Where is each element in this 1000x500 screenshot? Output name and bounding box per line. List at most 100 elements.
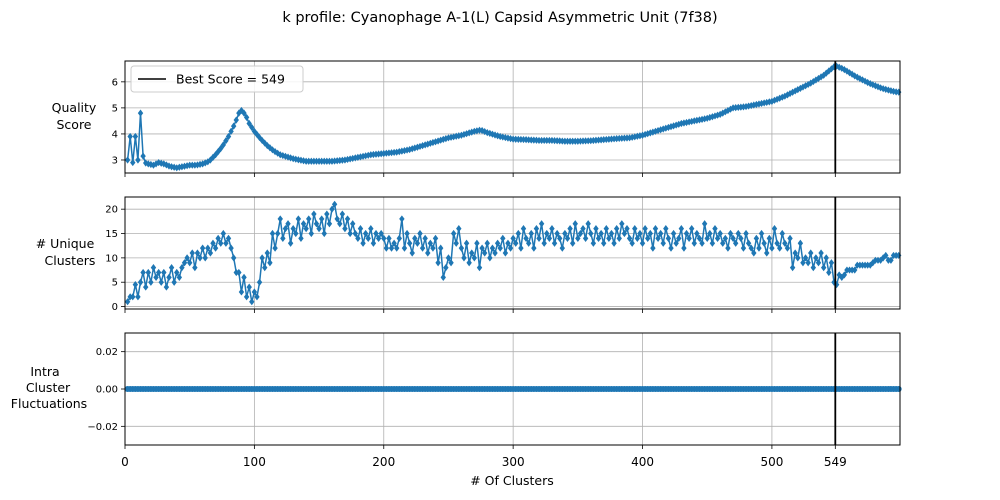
data-point (546, 234, 553, 242)
data-point (766, 98, 773, 106)
fluct-ylabel-line-3: Fluctuations (11, 396, 87, 411)
data-point (383, 244, 390, 252)
data-point (435, 259, 441, 267)
data-point (652, 127, 659, 135)
data-point (598, 136, 604, 144)
data-point (795, 254, 801, 262)
data-point (559, 244, 566, 252)
data-point (544, 229, 550, 238)
data-point (707, 229, 713, 238)
data-point (476, 264, 483, 272)
data-point (613, 135, 620, 143)
y-tick-label: 10 (105, 253, 118, 264)
data-point (502, 249, 509, 257)
data-point (590, 136, 597, 145)
data-point (787, 234, 793, 242)
data-point (262, 264, 268, 272)
data-point (761, 239, 767, 247)
data-point (453, 239, 459, 247)
data-point (743, 229, 749, 238)
data-point (171, 278, 177, 286)
data-point (626, 234, 633, 242)
data-point (127, 132, 133, 141)
data-point (202, 254, 208, 262)
data-point (595, 136, 602, 144)
data-point (321, 229, 327, 238)
data-point (704, 234, 710, 242)
data-point (611, 239, 617, 247)
data-point (148, 278, 154, 286)
data-point (676, 234, 682, 242)
data-point (665, 234, 672, 242)
data-point (601, 239, 607, 247)
data-point (694, 116, 700, 124)
data-point (269, 229, 276, 238)
data-point (174, 268, 180, 277)
data-point (688, 225, 695, 233)
data-point (130, 158, 136, 167)
data-point (228, 127, 234, 135)
data-point (443, 264, 449, 272)
data-point (738, 234, 744, 242)
data-point (140, 268, 146, 277)
data-point (776, 94, 783, 102)
y-tick-label: 0.02 (96, 347, 118, 358)
data-point (135, 156, 141, 164)
y-tick-label: 20 (105, 205, 118, 216)
data-point (523, 234, 529, 242)
data-point (241, 273, 247, 281)
data-point (254, 293, 260, 301)
data-point (593, 136, 599, 144)
data-point (761, 99, 767, 107)
data-point (564, 234, 571, 242)
data-point (326, 220, 333, 228)
data-point (538, 220, 545, 228)
data-point (207, 249, 214, 257)
unique-series (124, 197, 902, 309)
data-point (805, 259, 811, 267)
data-point (797, 239, 804, 247)
data-point (557, 234, 563, 242)
data-point (647, 229, 653, 238)
data-point (577, 229, 584, 238)
data-point (251, 288, 258, 296)
data-point (730, 234, 736, 242)
data-point (580, 225, 586, 233)
data-point (186, 259, 193, 267)
data-point (145, 160, 151, 168)
data-point (194, 249, 201, 257)
data-point (707, 113, 713, 122)
data-point (350, 220, 356, 228)
fluct-x-tickmarks (124, 445, 836, 449)
data-point (179, 264, 185, 272)
data-point (318, 215, 325, 223)
data-point (691, 239, 697, 247)
data-point (373, 229, 379, 238)
data-point (771, 96, 778, 104)
data-point (158, 278, 164, 286)
data-point (678, 225, 685, 233)
data-point (593, 225, 599, 233)
data-point (197, 254, 203, 262)
data-point (228, 244, 234, 252)
y-tick-label: 4 (112, 129, 118, 140)
data-point (135, 293, 141, 301)
data-point (582, 234, 589, 242)
data-point (355, 234, 361, 242)
data-point (808, 249, 814, 257)
data-point (375, 234, 382, 242)
data-point (738, 103, 744, 111)
data-point (533, 136, 540, 144)
unique-y-ticks: 0 5 10 15 20 (105, 205, 125, 313)
data-point (409, 249, 415, 257)
data-point (352, 229, 359, 238)
data-point (828, 259, 835, 267)
data-point (823, 254, 829, 262)
data-point (525, 136, 532, 144)
data-point (388, 244, 395, 252)
data-point (727, 229, 734, 238)
data-point (619, 220, 625, 228)
data-point (531, 136, 537, 144)
data-point (634, 234, 641, 242)
